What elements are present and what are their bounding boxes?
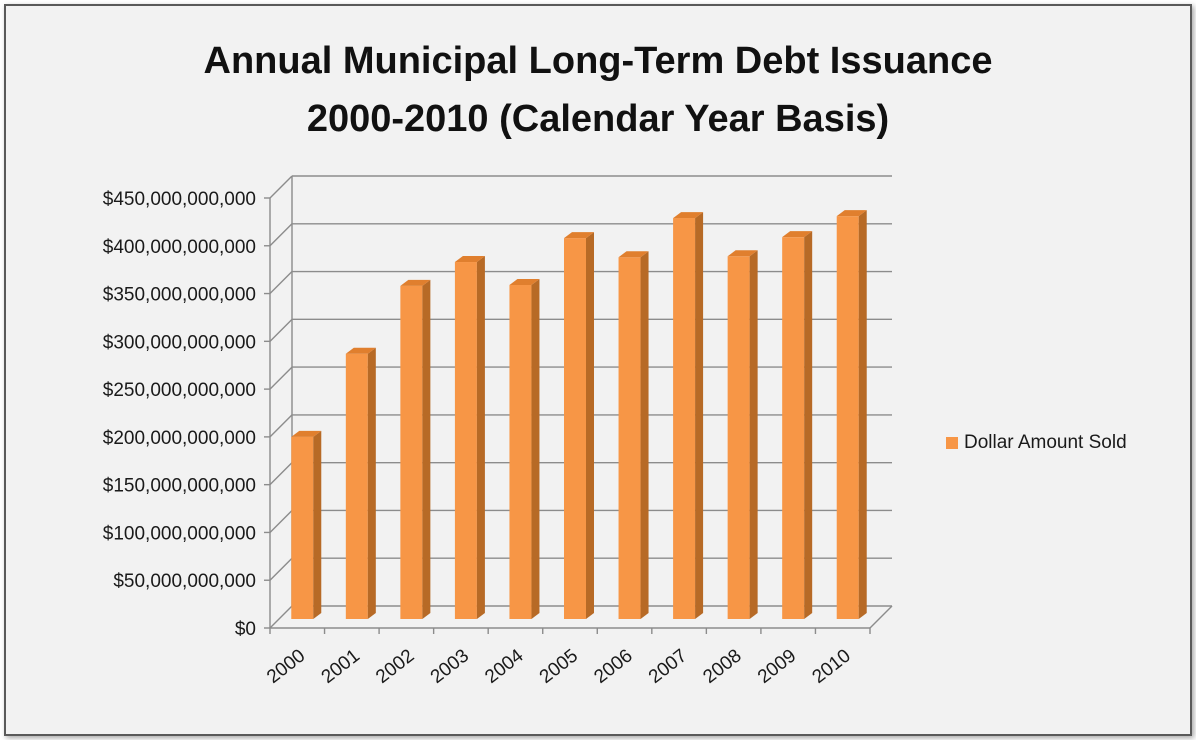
y-tick-label: $450,000,000,000 bbox=[103, 189, 256, 210]
legend-label: Dollar Amount Sold bbox=[964, 432, 1127, 453]
side-grid-line bbox=[269, 605, 293, 629]
x-tick-label: 2008 bbox=[699, 645, 745, 688]
x-tick-label: 2000 bbox=[263, 645, 309, 688]
bar-top-2003 bbox=[454, 256, 485, 263]
x-tick-label: 2009 bbox=[754, 645, 800, 688]
legend-swatch bbox=[946, 437, 958, 449]
side-grid-line bbox=[269, 271, 293, 295]
side-grid-line bbox=[269, 175, 293, 199]
y-tick-label: $150,000,000,000 bbox=[103, 476, 256, 497]
bar-2000 bbox=[291, 436, 314, 619]
bar-top-2001 bbox=[345, 347, 376, 354]
bar-2001 bbox=[345, 353, 368, 619]
bar-2003 bbox=[454, 262, 477, 619]
bar-top-2007 bbox=[673, 212, 704, 219]
chart-frame bbox=[4, 4, 1192, 736]
bar-top-2009 bbox=[782, 231, 813, 238]
side-grid-line bbox=[269, 557, 293, 581]
y-tick-label: $400,000,000,000 bbox=[103, 237, 256, 258]
bar-side-2006 bbox=[640, 251, 649, 619]
x-tick-label: 2006 bbox=[590, 645, 636, 688]
y-tick-label: $250,000,000,000 bbox=[103, 380, 256, 401]
bar-2007 bbox=[673, 218, 696, 620]
y-tick-label: $350,000,000,000 bbox=[103, 285, 256, 306]
bar-side-2003 bbox=[476, 256, 485, 619]
bar-top-2002 bbox=[400, 279, 431, 286]
x-tick-label: 2004 bbox=[481, 645, 528, 688]
bar-top-2004 bbox=[509, 278, 540, 285]
side-grid-line bbox=[269, 366, 293, 390]
bar-side-2002 bbox=[422, 279, 431, 619]
bar-2010 bbox=[836, 216, 859, 619]
bar-2002 bbox=[400, 285, 423, 619]
bar-side-2009 bbox=[804, 231, 813, 619]
bar-2005 bbox=[564, 238, 586, 619]
side-grid-line bbox=[269, 223, 293, 247]
bar-side-2008 bbox=[749, 250, 758, 620]
bar-top-2000 bbox=[291, 430, 322, 437]
bar-top-2006 bbox=[618, 251, 649, 258]
x-tick-label: 2002 bbox=[372, 645, 418, 688]
x-tick-label: 2005 bbox=[536, 645, 582, 688]
floor-edge bbox=[869, 605, 893, 629]
y-tick-label: $100,000,000,000 bbox=[103, 523, 256, 544]
bar-2008 bbox=[727, 256, 750, 619]
x-tick-label: 2003 bbox=[427, 645, 473, 688]
x-tick-label: 2007 bbox=[645, 645, 691, 688]
y-tick-label: $50,000,000,000 bbox=[113, 571, 256, 592]
bar-side-2001 bbox=[367, 347, 376, 619]
side-grid-line bbox=[269, 414, 293, 438]
bar-side-2010 bbox=[858, 210, 867, 619]
x-tick-label: 2010 bbox=[809, 645, 855, 688]
bar-2006 bbox=[618, 257, 641, 619]
y-tick-label: $0 bbox=[235, 619, 256, 640]
bar-side-2000 bbox=[313, 430, 322, 619]
side-grid-line bbox=[269, 318, 293, 342]
chart-title-line-2: 2000-2010 (Calendar Year Basis) bbox=[306, 98, 890, 140]
bar-side-2004 bbox=[531, 278, 540, 619]
x-tick-label: 2001 bbox=[318, 645, 364, 688]
bar-2009 bbox=[782, 237, 805, 619]
bar-top-2010 bbox=[836, 210, 867, 217]
legend: Dollar Amount Sold bbox=[946, 432, 1127, 454]
side-grid-line bbox=[269, 462, 293, 486]
bar-top-2008 bbox=[727, 250, 758, 257]
bar-top-2005 bbox=[564, 232, 594, 239]
chart-title-line-1: Annual Municipal Long-Term Debt Issuance bbox=[203, 40, 993, 82]
side-grid-line bbox=[269, 509, 293, 533]
y-tick-label: $300,000,000,000 bbox=[103, 332, 256, 353]
y-tick-label: $200,000,000,000 bbox=[103, 428, 256, 449]
bar-side-2007 bbox=[695, 212, 704, 620]
bar-side-2005 bbox=[586, 232, 594, 619]
bar-2004 bbox=[509, 284, 532, 619]
